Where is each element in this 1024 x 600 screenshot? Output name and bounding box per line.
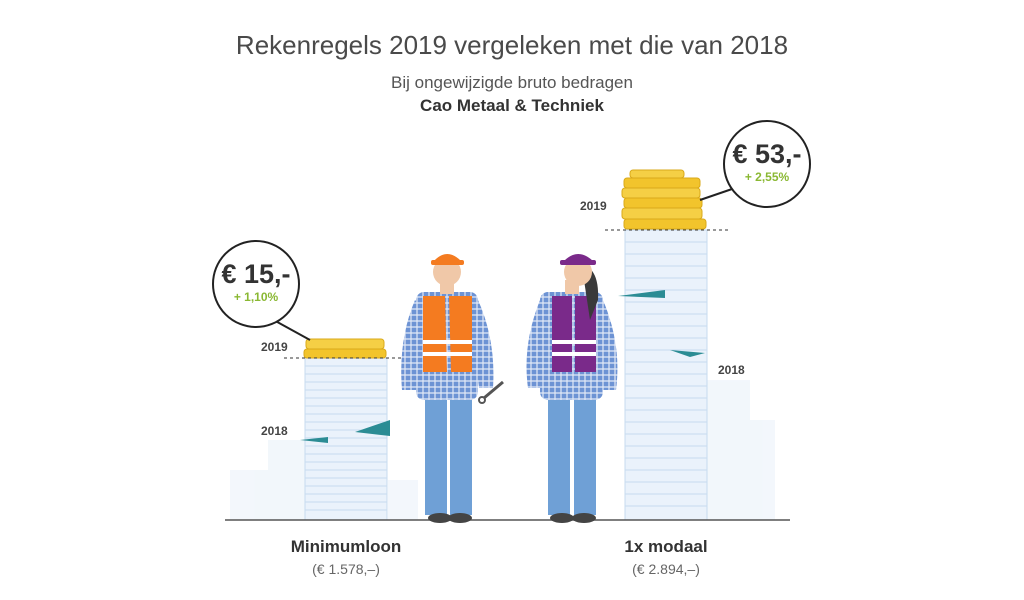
teal-marker-left	[300, 437, 328, 443]
teal-marker-left-2	[355, 420, 390, 436]
category-amount: (€ 1.578,–)	[312, 561, 380, 577]
increase-bubble-modaal: € 53,- + 2,55%	[723, 120, 811, 208]
category-amount: (€ 2.894,–)	[632, 561, 700, 577]
background-coin-stacks-right	[700, 380, 775, 520]
bubble-percentage: + 1,10%	[233, 290, 279, 304]
page-subtitle: Bij ongewijzigde bruto bedragen	[391, 73, 633, 92]
coin-stack-modaal	[624, 229, 708, 521]
bubble-value: € 53,-	[732, 139, 802, 169]
background-coin-stacks-left	[230, 440, 418, 520]
year-label-2018-left: 2018	[261, 424, 288, 438]
bubble-pointer-right	[699, 187, 736, 201]
page-title: Rekenregels 2019 vergeleken met die van …	[235, 30, 789, 60]
gold-coins-modaal	[621, 169, 707, 230]
category-modaal: 1x modaal (€ 2.894,–)	[556, 537, 776, 577]
category-minimumloon: Minimumloon (€ 1.578,–)	[236, 537, 456, 577]
increase-bubble-minimumloon: € 15,- + 1,10%	[212, 240, 300, 328]
year-label-2018-right: 2018	[718, 363, 745, 377]
page-subtitle-cao: Cao Metaal & Techniek	[420, 96, 604, 115]
bubble-value: € 15,-	[221, 259, 291, 289]
year-label-2019-right: 2019	[580, 199, 607, 213]
bubble-percentage: + 2,55%	[744, 170, 790, 184]
category-name: Minimumloon	[290, 537, 402, 556]
category-name: 1x modaal	[624, 537, 708, 556]
teal-marker-right-2	[670, 350, 705, 357]
worker-man-illustration	[401, 254, 504, 523]
teal-marker-right	[618, 290, 665, 298]
gold-coins-minimumloon	[303, 338, 387, 359]
year-label-2019-left: 2019	[261, 340, 288, 354]
worker-woman-illustration	[526, 254, 618, 523]
